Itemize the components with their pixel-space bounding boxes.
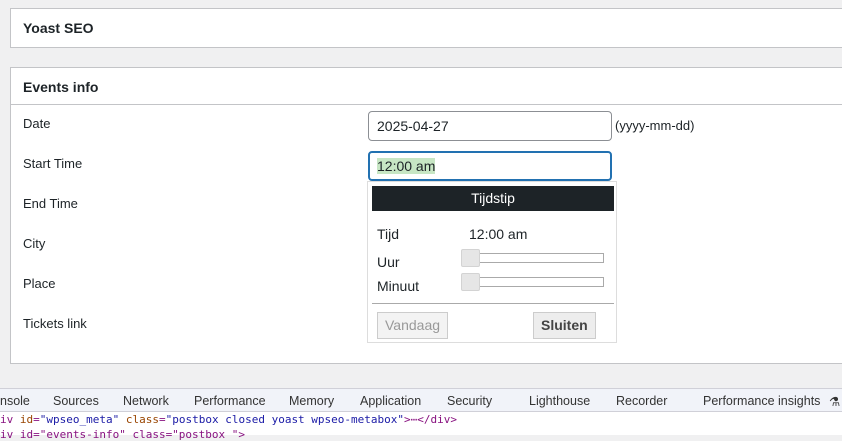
devtools-tabbar: nsole Sources Network Performance Memory… xyxy=(0,388,842,412)
time-value: 12:00 am xyxy=(469,226,528,242)
divider xyxy=(372,303,614,304)
tab-console[interactable]: nsole xyxy=(0,394,30,408)
tab-memory[interactable]: Memory xyxy=(289,394,335,408)
end-time-label: End Time xyxy=(23,196,78,211)
today-button[interactable]: Vandaag xyxy=(377,312,449,339)
tab-sources[interactable]: Sources xyxy=(53,394,99,408)
close-button[interactable]: Sluiten xyxy=(533,312,596,339)
tab-performance[interactable]: Performance xyxy=(194,394,266,408)
time-picker-title: Tijdstip xyxy=(372,186,614,211)
city-label: City xyxy=(23,236,46,251)
elements-tree: iv id="wpseo_meta" class="postbox closed… xyxy=(0,412,842,441)
time-picker: Tijdstip Tijd 12:00 am Uur Minuut Vandaa… xyxy=(367,181,617,343)
hour-slider[interactable] xyxy=(461,249,604,267)
events-info-title[interactable]: Events info xyxy=(23,79,99,95)
tickets-link-label: Tickets link xyxy=(23,316,87,331)
time-label: Tijd xyxy=(377,226,400,242)
tab-network[interactable]: Network xyxy=(123,394,169,408)
tab-recorder[interactable]: Recorder xyxy=(616,394,668,408)
tab-security[interactable]: Security xyxy=(447,394,493,408)
dom-node-wpseo-meta[interactable]: iv id="wpseo_meta" class="postbox closed… xyxy=(0,413,458,426)
place-label: Place xyxy=(23,276,56,291)
date-input[interactable]: 2025-04-27 xyxy=(368,111,612,141)
date-label: Date xyxy=(23,116,51,131)
tab-performance-insights[interactable]: Performance insights xyxy=(703,394,821,408)
yoast-seo-metabox[interactable]: Yoast SEO xyxy=(10,8,842,48)
tab-lighthouse[interactable]: Lighthouse xyxy=(529,394,591,408)
yoast-seo-title[interactable]: Yoast SEO xyxy=(23,20,94,36)
date-format-hint: (yyyy-mm-dd) xyxy=(615,118,695,133)
flask-icon: ⚗ xyxy=(829,395,841,409)
hour-label: Uur xyxy=(377,254,400,270)
start-time-label: Start Time xyxy=(23,156,83,171)
tab-application[interactable]: Application xyxy=(360,394,422,408)
hour-slider-handle[interactable] xyxy=(461,249,480,267)
minute-slider-handle[interactable] xyxy=(461,273,480,291)
minute-label: Minuut xyxy=(377,278,420,294)
start-time-input[interactable]: 12:00 am xyxy=(368,151,612,181)
start-time-value: 12:00 am xyxy=(377,158,436,174)
minute-slider[interactable] xyxy=(461,273,604,291)
